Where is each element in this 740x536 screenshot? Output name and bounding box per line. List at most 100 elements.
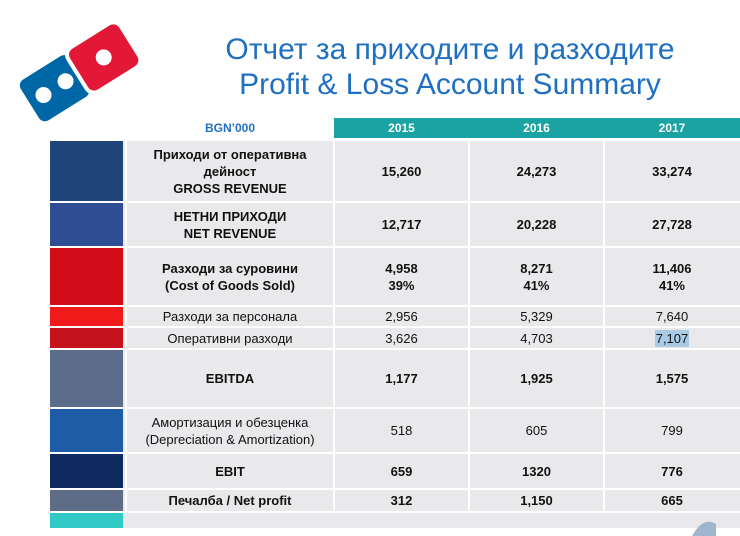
value-cell-2015: 518: [334, 409, 469, 452]
value-cell-2017: 7,107: [604, 328, 740, 348]
value-cell-2015: 3,626: [334, 328, 469, 348]
page-title-bg: Отчет за приходите и разходите: [225, 33, 675, 66]
year-header-2015: 2015: [334, 118, 469, 138]
row-color-swatch: [50, 248, 123, 305]
value-cell-2017: 665: [604, 490, 740, 511]
year-header-2016: 2016: [469, 118, 604, 138]
row-label: Печалба / Net profit: [126, 490, 334, 511]
table-row: Разходи за суровини (Cost of Goods Sold) 4…: [50, 248, 740, 305]
row-label-line: Разходи за суровини: [161, 260, 298, 276]
value-cell-2016: 20,228: [469, 203, 604, 246]
column-divider: [125, 140, 127, 512]
value-cell-2017: [604, 513, 740, 528]
row-label: Приходи от оперативна дейност GROSS REVENU…: [126, 141, 334, 201]
page-curl-icon: [692, 521, 716, 536]
table-row: EBITDA 1,177 1,925 1,575: [50, 350, 740, 407]
value-cell-2016: 605: [469, 409, 604, 452]
row-color-swatch: [50, 490, 123, 511]
row-label: Амортизация и обезценка (Depreciation & A…: [126, 409, 334, 452]
value-text: 12,717: [381, 217, 422, 232]
row-color-swatch: [50, 409, 123, 452]
table-row: Разходи за персонала 2,956 5,329 7,640: [50, 307, 740, 326]
column-divider: [333, 140, 335, 512]
value-text: 5,329: [520, 309, 553, 324]
row-label-line: (Cost of Goods Sold): [165, 277, 295, 293]
value-text: 1,177: [385, 371, 418, 386]
row-label-line: Разходи за персонала: [162, 309, 298, 324]
row-label-line: EBITDA: [205, 371, 255, 386]
row-label-line: дейност: [203, 163, 257, 179]
column-divider: [603, 140, 605, 512]
year-header-2017: 2017: [604, 118, 740, 138]
value-text: 665: [661, 493, 683, 508]
row-label-line: GROSS REVENUE: [173, 180, 287, 196]
value-text: 4,703: [520, 330, 553, 346]
value-cell-2017: 11,406 41%: [604, 248, 740, 305]
value-cell-2015: 659: [334, 454, 469, 488]
row-color-swatch: [50, 350, 123, 407]
value-text: 1,575: [655, 371, 689, 386]
value-text: 1,925: [520, 371, 553, 386]
value-cell-2016: 8,271 41%: [469, 248, 604, 305]
row-label-line: Оперативни разходи: [167, 330, 293, 346]
dominos-logo: [15, 20, 140, 125]
row-label: НЕТНИ ПРИХОДИ NET REVENUE: [126, 203, 334, 246]
value-cell-2015: 12,717: [334, 203, 469, 246]
value-text: 312: [390, 493, 413, 508]
table-row: [50, 513, 740, 528]
value-cell-2015: [334, 513, 469, 528]
row-label-line: Приходи от оперативна: [153, 146, 307, 162]
row-color-swatch: [50, 203, 123, 246]
value-text: 2,956: [385, 309, 418, 324]
value-cell-2017: 799: [604, 409, 740, 452]
value-cell-2016: 4,703: [469, 328, 604, 348]
value-cell-2017: 7,640: [604, 307, 740, 326]
table-row: Оперативни разходи 3,626 4,703 7,107: [50, 328, 740, 348]
row-label: Разходи за персонала: [126, 307, 334, 326]
value-cell-2016: 24,273: [469, 141, 604, 201]
value-cell-2017: 1,575: [604, 350, 740, 407]
row-label: [126, 513, 334, 528]
value-cell-2016: 1,150: [469, 490, 604, 511]
value-cell-2015: 2,956: [334, 307, 469, 326]
table-row: Амортизация и обезценка (Depreciation & A…: [50, 409, 740, 452]
value-text: 518: [390, 423, 413, 438]
row-label-line: NET REVENUE: [183, 225, 277, 241]
value-cell-2015: 15,260: [334, 141, 469, 201]
value-text: 605: [525, 423, 548, 438]
value-cell-2017: 33,274: [604, 141, 740, 201]
row-color-swatch: [50, 328, 123, 348]
value-cell-2017: 776: [604, 454, 740, 488]
row-color-swatch: [50, 307, 123, 326]
value-cell-2015: 4,958 39%: [334, 248, 469, 305]
value-text: 4,958 39%: [385, 260, 418, 293]
column-divider: [468, 140, 470, 512]
value-cell-2016: 1,925: [469, 350, 604, 407]
value-text: 24,273: [516, 163, 557, 179]
row-label: EBIT: [126, 454, 334, 488]
value-text: 33,274: [652, 163, 692, 179]
row-label-line: НЕТНИ ПРИХОДИ: [173, 208, 287, 224]
row-color-swatch: [50, 454, 123, 488]
value-cell-2016: [469, 513, 604, 528]
value-text: 1320: [522, 463, 551, 479]
value-text: 27,728: [652, 217, 692, 232]
value-cell-2016: 5,329: [469, 307, 604, 326]
value-cell-2016: 1320: [469, 454, 604, 488]
value-cell-2017: 27,728: [604, 203, 740, 246]
value-text: 20,228: [516, 217, 557, 232]
row-color-swatch: [50, 513, 123, 528]
value-cell-2015: 312: [334, 490, 469, 511]
row-label-line: Печалба / Net profit: [168, 493, 292, 508]
table-row: НЕТНИ ПРИХОДИ NET REVENUE 12,717 20,228 27,7…: [50, 203, 740, 246]
table-row: Печалба / Net profit 312 1,150 665: [50, 490, 740, 511]
value-text: 7,640: [655, 309, 689, 324]
selected-value-text: 7,107: [654, 329, 690, 347]
value-text: 8,271 41%: [520, 260, 553, 293]
value-text: 659: [390, 463, 413, 479]
value-text: 799: [661, 423, 683, 438]
row-label-line: Амортизация и обезценка: [151, 414, 309, 430]
page-title-en: Profit & Loss Account Summary: [239, 68, 661, 101]
row-label-line: EBIT: [215, 463, 245, 479]
table-row: EBIT 659 1320 776: [50, 454, 740, 488]
